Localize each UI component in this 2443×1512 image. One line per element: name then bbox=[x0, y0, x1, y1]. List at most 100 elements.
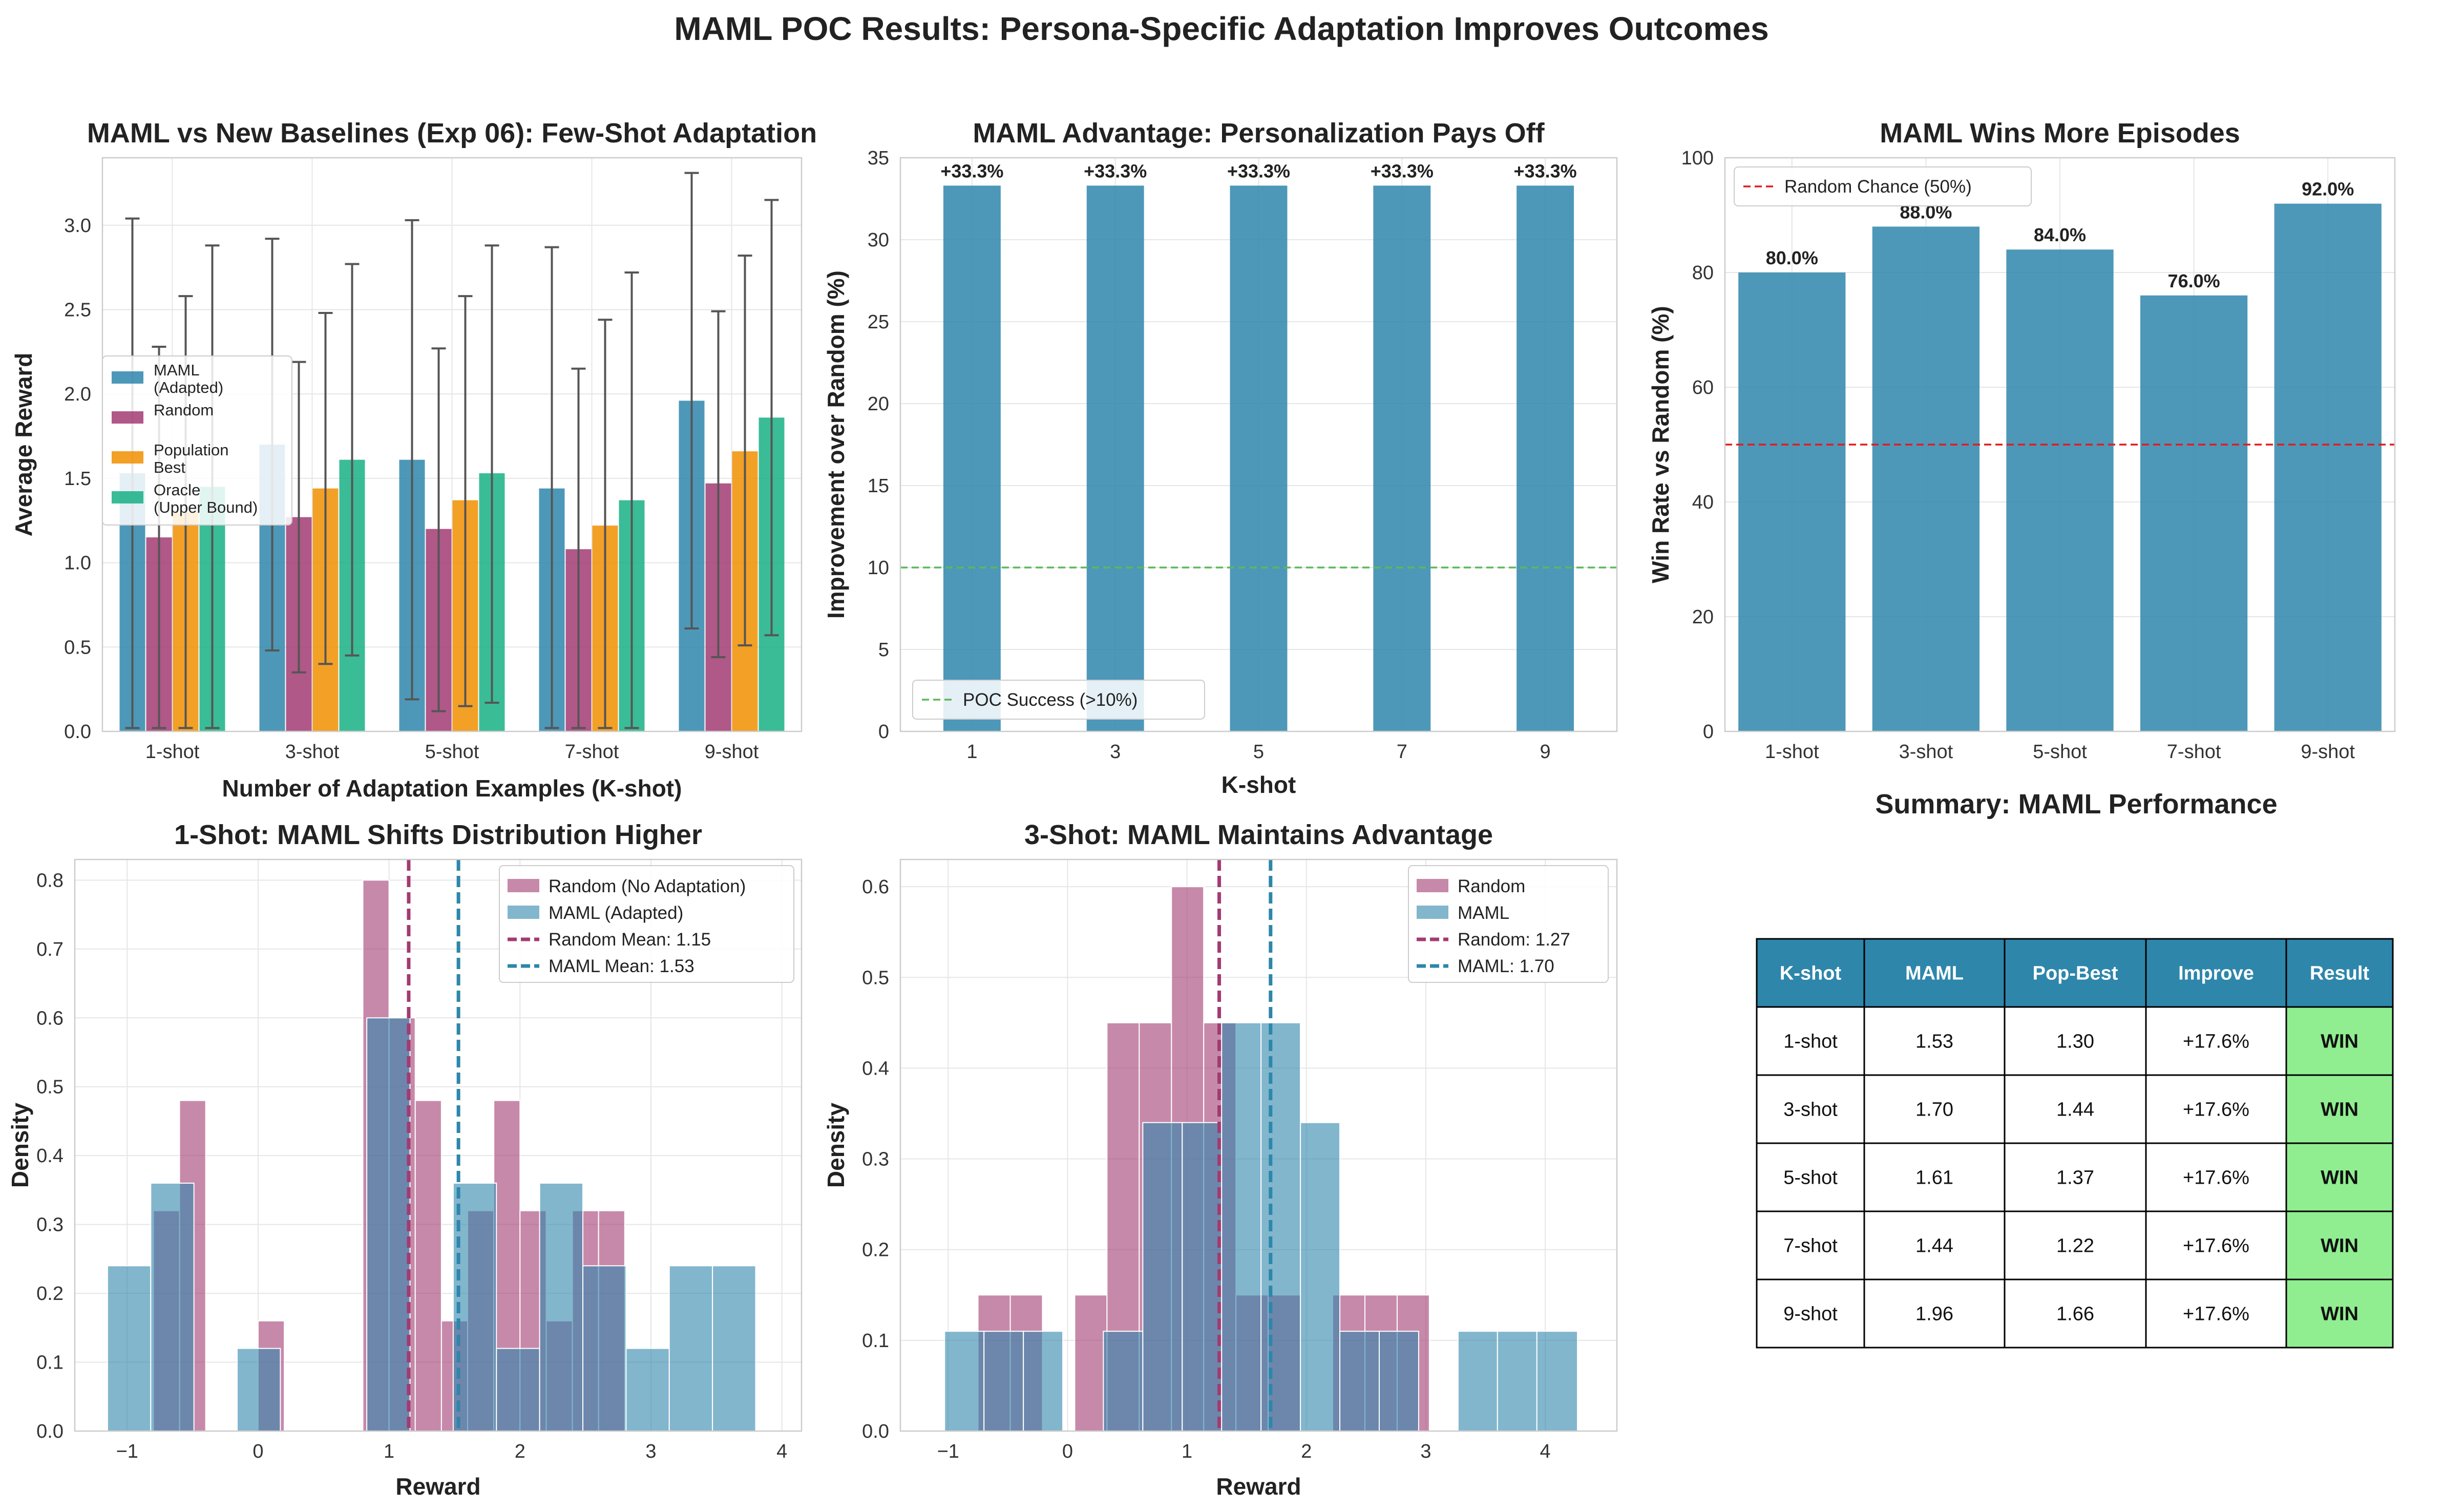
p5-xlabel: Reward bbox=[1216, 1473, 1301, 1500]
p6-header-label: Improve bbox=[2178, 963, 2254, 984]
p6-cell-value: 1.44 bbox=[1915, 1235, 1953, 1257]
p4-maml-bar bbox=[582, 1265, 627, 1432]
p6-header-label: K-shot bbox=[1780, 963, 1842, 984]
p5-legend-swatch bbox=[1417, 879, 1448, 892]
p4-maml-bar bbox=[452, 1182, 497, 1432]
p6-cell-value: 9-shot bbox=[1783, 1304, 1838, 1325]
p3-ytick-label: 40 bbox=[1692, 492, 1714, 513]
p1-legend-swatch bbox=[112, 451, 143, 464]
p4-legend-label: MAML (Adapted) bbox=[549, 903, 683, 923]
p3-bar bbox=[2140, 295, 2248, 731]
p5-legend-label: MAML: 1.70 bbox=[1458, 956, 1554, 976]
p5-ylabel: Density bbox=[823, 1103, 849, 1188]
p2-bar bbox=[1230, 185, 1288, 731]
p6-result-value: WIN bbox=[2321, 1304, 2358, 1325]
p3-bar bbox=[1738, 272, 1846, 731]
p1-ylabel: Average Reward bbox=[10, 353, 37, 537]
p6-cell bbox=[1863, 1278, 2006, 1349]
p5-random-bar bbox=[1074, 1294, 1108, 1432]
p2-bar bbox=[1086, 185, 1144, 731]
p2-data-label: +33.3% bbox=[1371, 160, 1434, 181]
p4-ytick-label: 0.3 bbox=[36, 1214, 64, 1236]
p4-title: 1-Shot: MAML Shifts Distribution Higher bbox=[174, 820, 702, 850]
p4-maml-bar bbox=[668, 1265, 713, 1432]
p3-xtick-label: 5-shot bbox=[2033, 741, 2087, 763]
p1-legend-box bbox=[102, 355, 292, 526]
p4-legend-box bbox=[499, 865, 794, 983]
p6-cell-value: 1.70 bbox=[1915, 1099, 1953, 1121]
p6-result-value: WIN bbox=[2321, 1235, 2358, 1257]
p3-ytick-label: 0 bbox=[1703, 721, 1714, 743]
p6-title: Summary: MAML Performance bbox=[1875, 789, 2277, 820]
p3-frame bbox=[1724, 157, 2396, 732]
p1-legend-swatch bbox=[112, 491, 143, 503]
p6-cell-value: 1.53 bbox=[1915, 1031, 1953, 1053]
p6-cell-value: 1.96 bbox=[1915, 1304, 1953, 1325]
p1-legend-label-line: MAML bbox=[154, 361, 200, 379]
p6-cell-value: 1.66 bbox=[2056, 1304, 2094, 1325]
p3-ytick-label: 60 bbox=[1692, 377, 1714, 398]
p2-ytick-label: 30 bbox=[868, 229, 889, 251]
p6-result-value: WIN bbox=[2321, 1099, 2358, 1121]
p1-legend-label: MAML (Adapted) bbox=[154, 361, 223, 396]
p6-cell-value: 7-shot bbox=[1783, 1235, 1838, 1257]
p1-legend-label: Population Best bbox=[154, 441, 229, 476]
p4-legend-label: Random (No Adaptation) bbox=[549, 876, 746, 896]
panel-maml-advantage: 0 5 10 15 20 25 30 35 +33.3% 1 +33.3% 3 +33.3% 5 +33.3… bbox=[823, 118, 1618, 798]
p6-cell bbox=[2145, 1074, 2287, 1144]
p6-header-cell bbox=[1863, 938, 2006, 1008]
p4-maml-bar bbox=[107, 1265, 152, 1432]
p2-ytick-label: 10 bbox=[868, 557, 889, 579]
p3-data-label: 76.0% bbox=[2168, 270, 2220, 291]
p5-legend-box bbox=[1408, 865, 1609, 983]
p2-ytick-label: 15 bbox=[868, 475, 889, 497]
p1-xlabel: Number of Adaptation Examples (K-shot) bbox=[222, 775, 682, 802]
p3-xtick-label: 3-shot bbox=[1899, 741, 1953, 763]
p4-ytick-label: 0.5 bbox=[36, 1077, 64, 1098]
p3-xtick-label: 7-shot bbox=[2167, 741, 2221, 763]
p1-xtick-label: 9-shot bbox=[705, 741, 759, 763]
p2-bar bbox=[1373, 185, 1431, 731]
p3-title: MAML Wins More Episodes bbox=[1880, 118, 2240, 149]
p6-cell bbox=[1756, 1210, 1865, 1280]
p5-xtick-label: 4 bbox=[1540, 1441, 1551, 1462]
p6-cell-value: 5-shot bbox=[1783, 1167, 1838, 1189]
p5-maml-bar bbox=[1182, 1122, 1223, 1432]
p2-xtick-label: 5 bbox=[1253, 741, 1264, 763]
p4-ytick-label: 0.4 bbox=[36, 1145, 64, 1167]
p1-ytick-label: 2.5 bbox=[64, 299, 91, 321]
p1-legend-label: Oracle (Upper Bound) bbox=[154, 481, 258, 516]
p1-ytick-label: 1.0 bbox=[64, 553, 91, 574]
p5-maml-bar bbox=[1339, 1331, 1380, 1432]
p2-ytick-label: 5 bbox=[878, 639, 889, 661]
p4-xtick-label: −1 bbox=[116, 1441, 138, 1462]
p2-title: MAML Advantage: Personalization Pays Off bbox=[973, 118, 1545, 149]
p4-legend-label: MAML Mean: 1.53 bbox=[549, 956, 694, 976]
p4-ytick-label: 0.8 bbox=[36, 870, 64, 891]
p1-legend-label: Random bbox=[154, 401, 214, 419]
p6-header-cell bbox=[2004, 938, 2147, 1008]
p5-frame bbox=[899, 858, 1618, 1432]
p3-data-label: 84.0% bbox=[2034, 224, 2086, 245]
p6-header-label: MAML bbox=[1905, 963, 1964, 984]
p3-legend-label: Random Chance (50%) bbox=[1784, 177, 1972, 197]
p5-ytick-label: 0.3 bbox=[862, 1149, 889, 1170]
p6-header-label: Result bbox=[2310, 963, 2369, 984]
p5-xtick-label: 0 bbox=[1062, 1441, 1073, 1462]
p2-frame bbox=[899, 157, 1618, 732]
p5-legend-swatch bbox=[1417, 906, 1448, 919]
p3-ylabel: Win Rate vs Random (%) bbox=[1647, 306, 1674, 583]
p6-cell bbox=[2285, 1074, 2394, 1144]
p4-maml-bar bbox=[539, 1182, 584, 1432]
p4-maml-bar bbox=[366, 1017, 411, 1432]
p6-cell-value: +17.6% bbox=[2183, 1304, 2249, 1325]
p2-ylabel: Improvement over Random (%) bbox=[823, 270, 849, 619]
p5-ytick-label: 0.6 bbox=[862, 876, 889, 898]
p3-xtick-label: 9-shot bbox=[2301, 741, 2355, 763]
p2-ytick-label: 0 bbox=[878, 721, 889, 743]
p5-maml-bar bbox=[1142, 1122, 1183, 1432]
p6-cell bbox=[2145, 1278, 2287, 1349]
p6-header-cell bbox=[2285, 938, 2394, 1008]
panel-1shot-distribution: 0.0 0.1 0.2 0.3 0.4 0.5 0.6 0.7 0.8 −1 0 1 2 3 4 1-Shot… bbox=[7, 820, 803, 1500]
p5-ytick-label: 0.0 bbox=[862, 1421, 889, 1442]
